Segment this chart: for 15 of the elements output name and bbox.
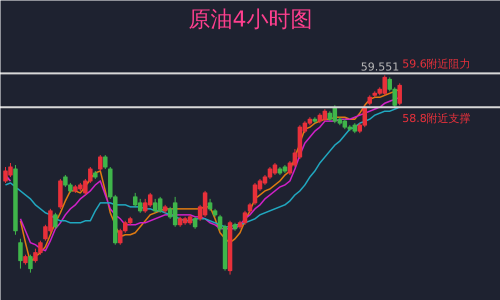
candlestick	[248, 202, 252, 214]
chart-title: 原油4小时图	[188, 8, 312, 32]
candlestick	[397, 82, 402, 106]
candlestick	[103, 154, 108, 170]
candlestick	[28, 254, 33, 274]
candlestick	[23, 254, 28, 266]
candlestick	[98, 154, 103, 172]
candlestick	[18, 238, 23, 270]
candlestick	[368, 94, 372, 106]
ref-line-label: 59.6附近阻力	[402, 57, 471, 70]
candlestick	[192, 216, 198, 230]
ref-line-label: 58.8附近支撑	[402, 112, 471, 126]
text: 59.551	[360, 60, 400, 74]
candlestick	[53, 212, 58, 230]
candlestick	[208, 198, 212, 212]
